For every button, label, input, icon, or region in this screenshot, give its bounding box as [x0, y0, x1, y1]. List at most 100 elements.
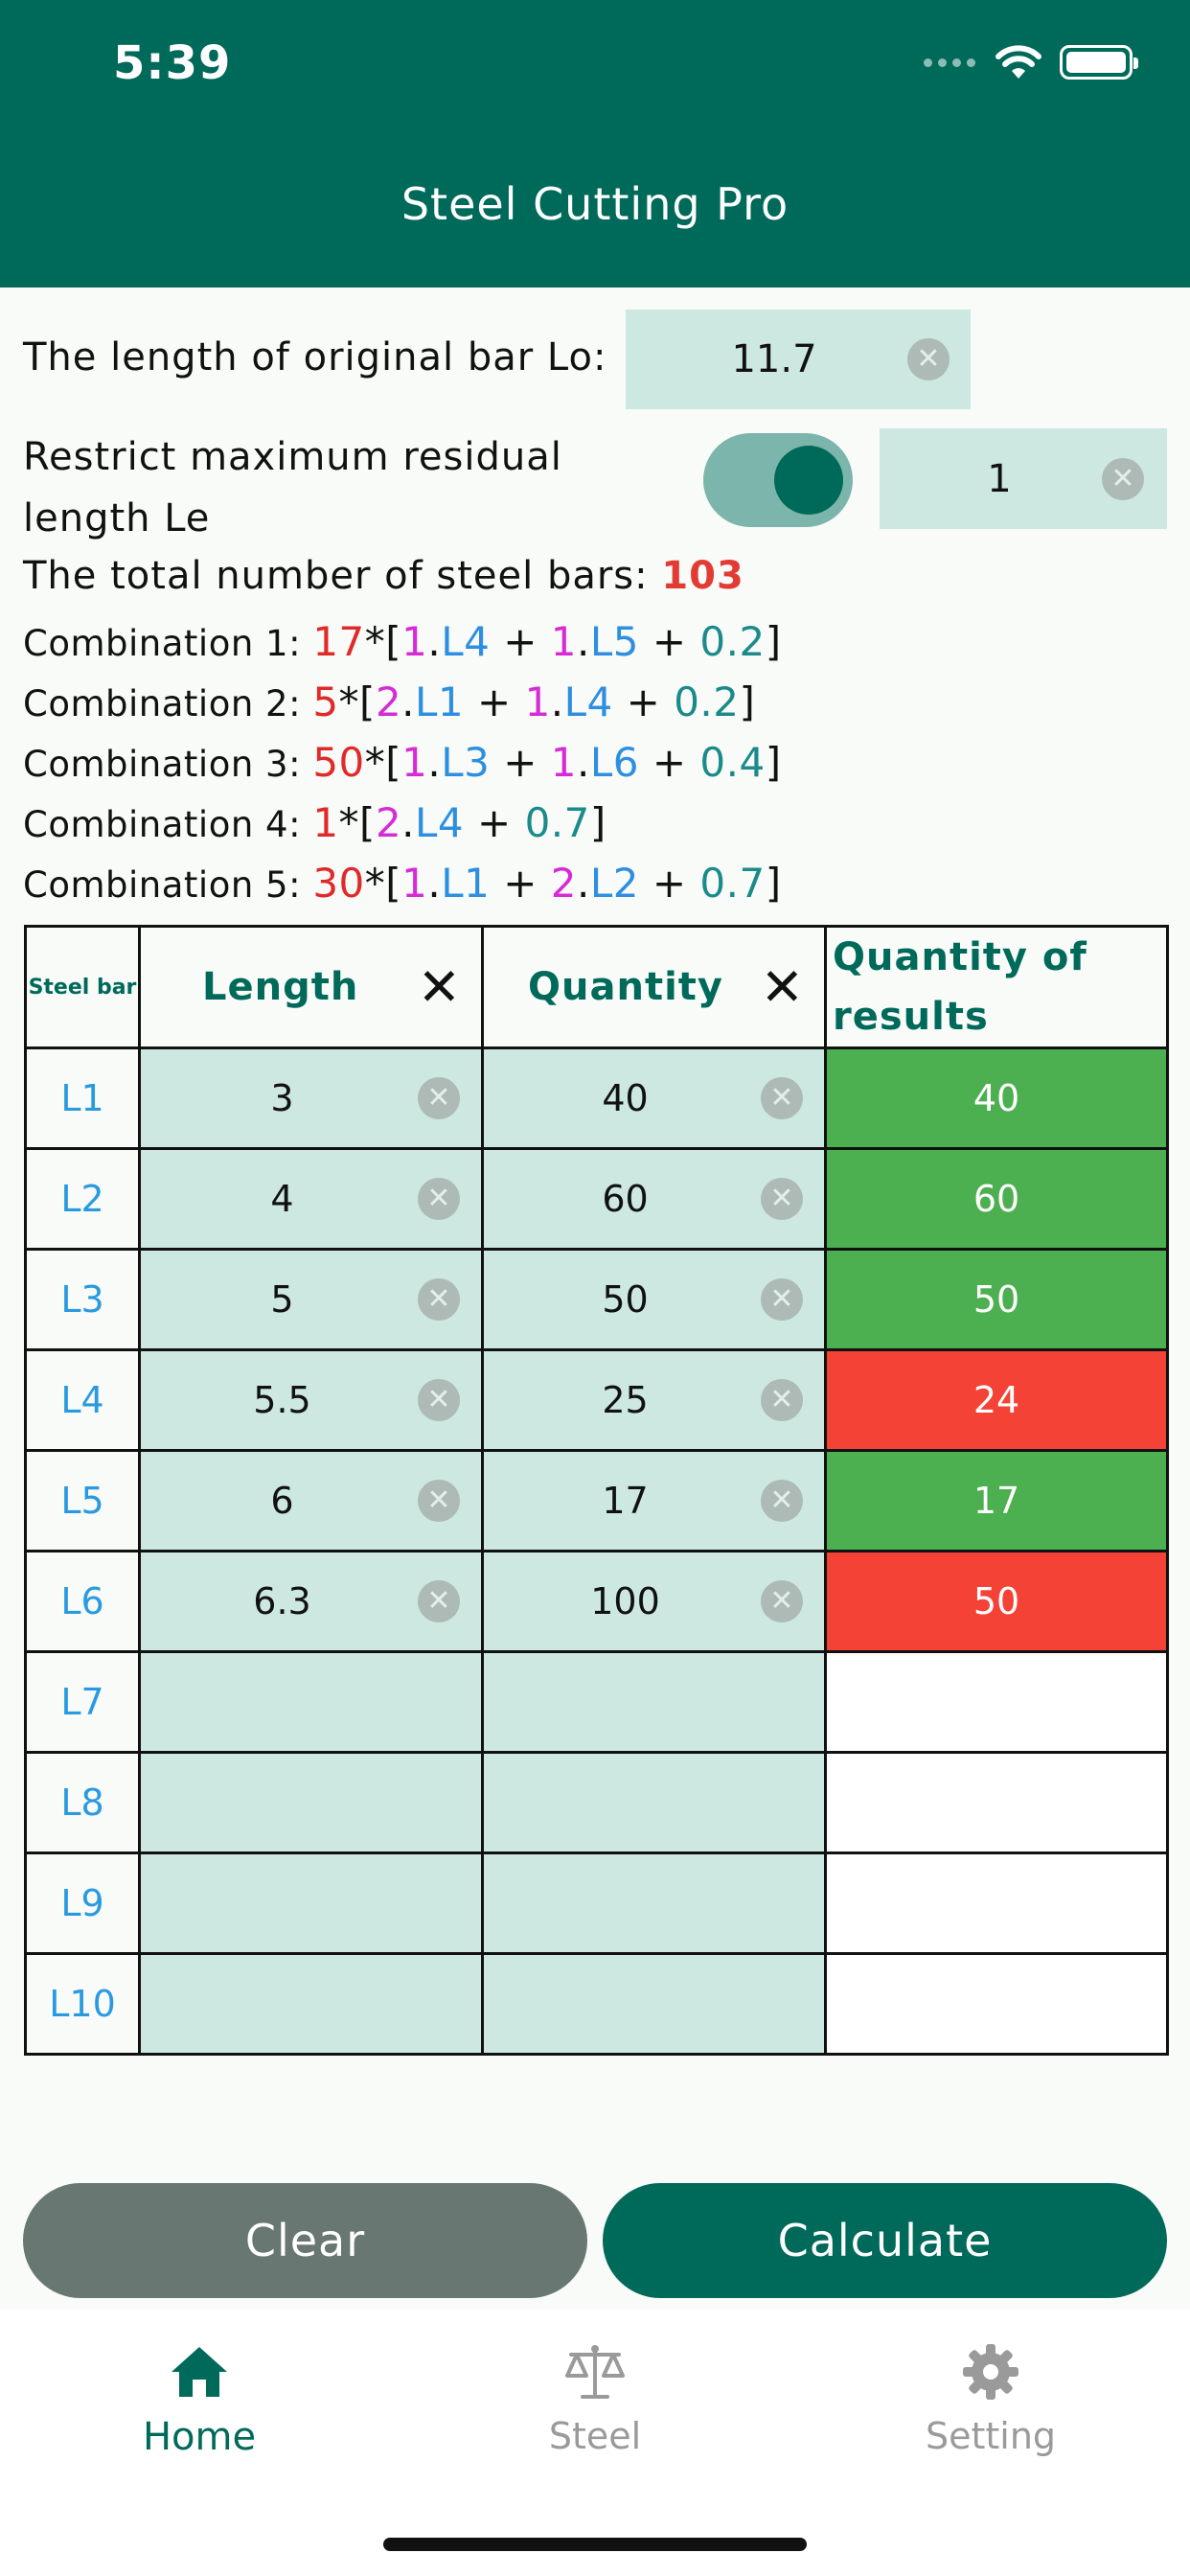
table-row: L10: [24, 1952, 1169, 2056]
combination-count: 30: [312, 860, 365, 907]
combination-symbol: .: [577, 739, 590, 786]
clear-icon[interactable]: ✕: [418, 1278, 460, 1321]
combination-term-count: 1: [401, 860, 428, 907]
combination-symbol: .: [427, 739, 442, 786]
result-cell: 24: [824, 1348, 1169, 1452]
table-row: L9: [24, 1852, 1169, 1955]
clear-icon[interactable]: ✕: [1102, 457, 1144, 500]
steel-bar-table: Steel bar Length ✕ Quantity ✕ Quantity o…: [24, 925, 1169, 2056]
combination-symbol: +: [490, 860, 551, 907]
combination-count: 17: [312, 618, 365, 665]
combination-symbol: ]: [765, 860, 782, 907]
clear-icon[interactable]: ✕: [761, 1480, 803, 1522]
table-row: L3 5 ✕ 50 ✕ 50: [24, 1248, 1169, 1351]
quantity-value: 50: [602, 1278, 649, 1321]
length-input[interactable]: 6 ✕: [138, 1449, 484, 1552]
length-value: 3: [270, 1077, 294, 1119]
original-bar-value: 11.7: [731, 337, 817, 381]
combination-remainder: 0.7: [524, 799, 590, 846]
result-cell: 50: [824, 1248, 1169, 1351]
tab-home[interactable]: Home: [84, 2338, 314, 2459]
combination-remainder: 0.4: [699, 739, 766, 786]
clear-quantity-column-icon[interactable]: ✕: [760, 956, 805, 1018]
combination-term-bar: L6: [589, 739, 639, 786]
length-input[interactable]: [138, 1852, 484, 1955]
quantity-input[interactable]: [481, 1952, 827, 2056]
length-input[interactable]: [138, 1952, 484, 2056]
clear-icon[interactable]: ✕: [418, 1480, 460, 1522]
home-indicator: [383, 2538, 807, 2551]
length-input[interactable]: 5 ✕: [138, 1248, 484, 1351]
length-input[interactable]: [138, 1650, 484, 1754]
length-input[interactable]: 4 ✕: [138, 1147, 484, 1251]
length-input[interactable]: 6.3 ✕: [138, 1550, 484, 1653]
quantity-input[interactable]: [481, 1650, 827, 1754]
combination-term-count: 1: [550, 739, 578, 786]
table-row: L4 5.5 ✕ 25 ✕ 24: [24, 1348, 1169, 1452]
result-cell: [824, 1852, 1169, 1955]
combination-symbol: *[: [364, 739, 402, 786]
quantity-input[interactable]: 40 ✕: [481, 1046, 827, 1150]
combination-symbol: ]: [589, 799, 606, 846]
result-cell: 50: [824, 1550, 1169, 1653]
calculate-button[interactable]: Calculate: [603, 2183, 1167, 2298]
clear-icon[interactable]: ✕: [418, 1178, 460, 1220]
combination-symbol: +: [639, 739, 700, 786]
clear-icon[interactable]: ✕: [761, 1580, 803, 1622]
home-icon: [172, 2347, 227, 2397]
combination-remainder: 0.2: [699, 618, 766, 665]
clear-icon[interactable]: ✕: [418, 1580, 460, 1622]
quantity-value: 100: [590, 1580, 660, 1622]
tab-setting-label: Setting: [925, 2415, 1057, 2457]
length-input[interactable]: [138, 1751, 484, 1854]
combination-symbol: .: [427, 860, 442, 907]
residual-label: Restrict maximum residual length Le: [23, 426, 562, 549]
table-row: L5 6 ✕ 17 ✕ 17: [24, 1449, 1169, 1552]
clear-icon[interactable]: ✕: [418, 1379, 460, 1421]
combination-symbol: .: [401, 678, 416, 725]
clear-icon[interactable]: ✕: [761, 1178, 803, 1220]
clear-icon[interactable]: ✕: [761, 1077, 803, 1119]
quantity-input[interactable]: 17 ✕: [481, 1449, 827, 1552]
combination-label: Combination 3:: [23, 744, 313, 785]
status-time: 5:39: [113, 36, 232, 90]
steel-bar-label: L3: [24, 1248, 141, 1351]
clear-icon[interactable]: ✕: [418, 1077, 460, 1119]
steel-bar-label: L5: [24, 1449, 141, 1552]
clear-icon[interactable]: ✕: [761, 1379, 803, 1421]
combination-term-count: 1: [524, 678, 551, 725]
tab-steel[interactable]: Steel: [480, 2338, 710, 2457]
length-value: 5: [270, 1278, 294, 1321]
tab-bar: Home Steel: [0, 2310, 1190, 2576]
combination-term-bar: L1: [441, 860, 491, 907]
quantity-input[interactable]: 50 ✕: [481, 1248, 827, 1351]
clear-icon[interactable]: ✕: [907, 338, 950, 380]
quantity-input[interactable]: [481, 1852, 827, 1955]
quantity-input[interactable]: 100 ✕: [481, 1550, 827, 1653]
quantity-input[interactable]: 60 ✕: [481, 1147, 827, 1251]
residual-input[interactable]: 1 ✕: [880, 428, 1167, 529]
residual-label-line1: Restrict maximum residual: [23, 435, 562, 479]
clear-icon[interactable]: ✕: [761, 1278, 803, 1321]
quantity-input[interactable]: [481, 1751, 827, 1854]
result-cell: 17: [824, 1449, 1169, 1552]
length-value: 6.3: [253, 1580, 311, 1622]
combination-term-count: 1: [550, 618, 578, 665]
total-label: The total number of steel bars:: [23, 554, 662, 598]
length-input[interactable]: 5.5 ✕: [138, 1348, 484, 1452]
combination-term-bar: L4: [441, 618, 491, 665]
length-input[interactable]: 3 ✕: [138, 1046, 484, 1150]
quantity-input[interactable]: 25 ✕: [481, 1348, 827, 1452]
header-steel-bar: Steel bar: [24, 925, 141, 1049]
length-value: 4: [270, 1178, 294, 1220]
clear-button[interactable]: Clear: [23, 2183, 587, 2298]
combination-symbol: ]: [765, 739, 782, 786]
residual-toggle[interactable]: [703, 433, 853, 527]
steel-bar-label: L7: [24, 1650, 141, 1754]
combination-count: 1: [312, 799, 339, 846]
length-value: 5.5: [253, 1379, 311, 1421]
gear-icon: [963, 2344, 1018, 2400]
tab-setting[interactable]: Setting: [876, 2338, 1106, 2457]
original-bar-input[interactable]: 11.7 ✕: [626, 310, 971, 409]
clear-length-column-icon[interactable]: ✕: [417, 956, 462, 1018]
